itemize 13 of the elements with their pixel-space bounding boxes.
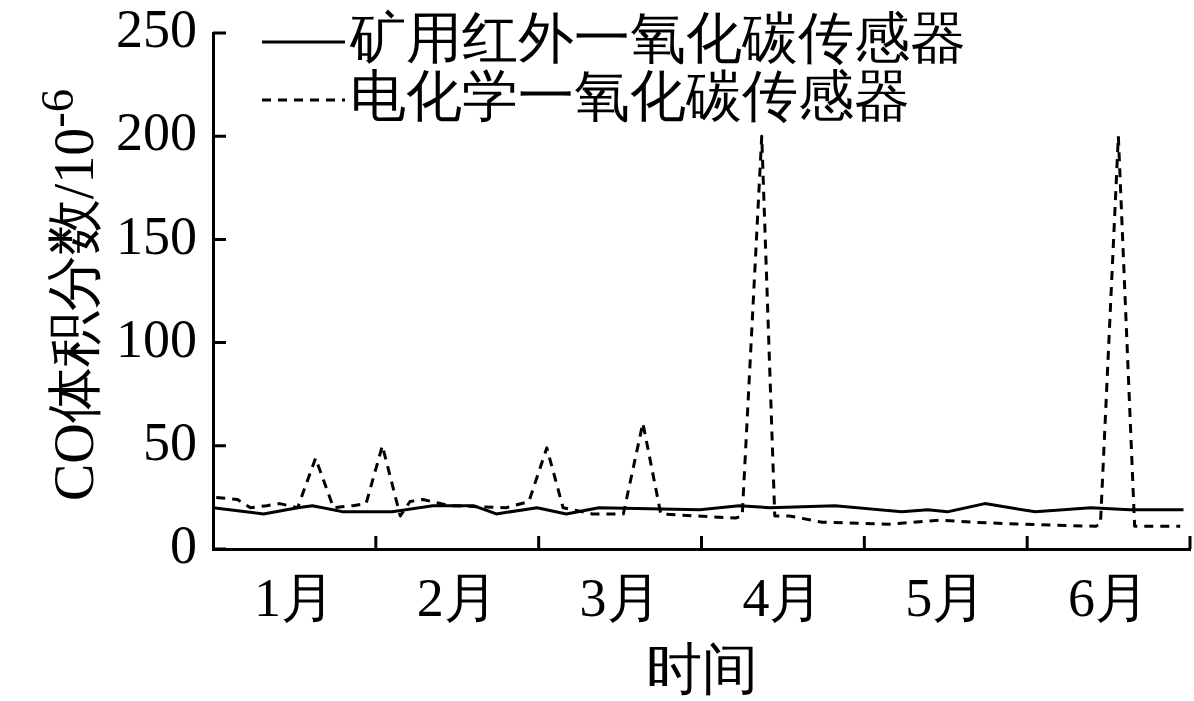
x-tick-label: 2月 [416,567,498,628]
y-tick-label: 200 [116,102,197,163]
y-tick-label: 250 [116,0,197,60]
x-axis-title: 时间 [645,637,758,700]
y-tick-label: 100 [116,308,197,369]
x-tick-label: 6月 [1068,567,1150,628]
x-tick-label: 4月 [742,567,824,628]
y-tick-label: 50 [143,411,197,472]
x-tick-label: 1月 [253,567,335,628]
y-tick-label: 150 [116,205,197,266]
x-tick-label: 3月 [579,567,661,628]
y-tick-label: 0 [170,515,197,576]
x-tick-label: 5月 [905,567,987,628]
